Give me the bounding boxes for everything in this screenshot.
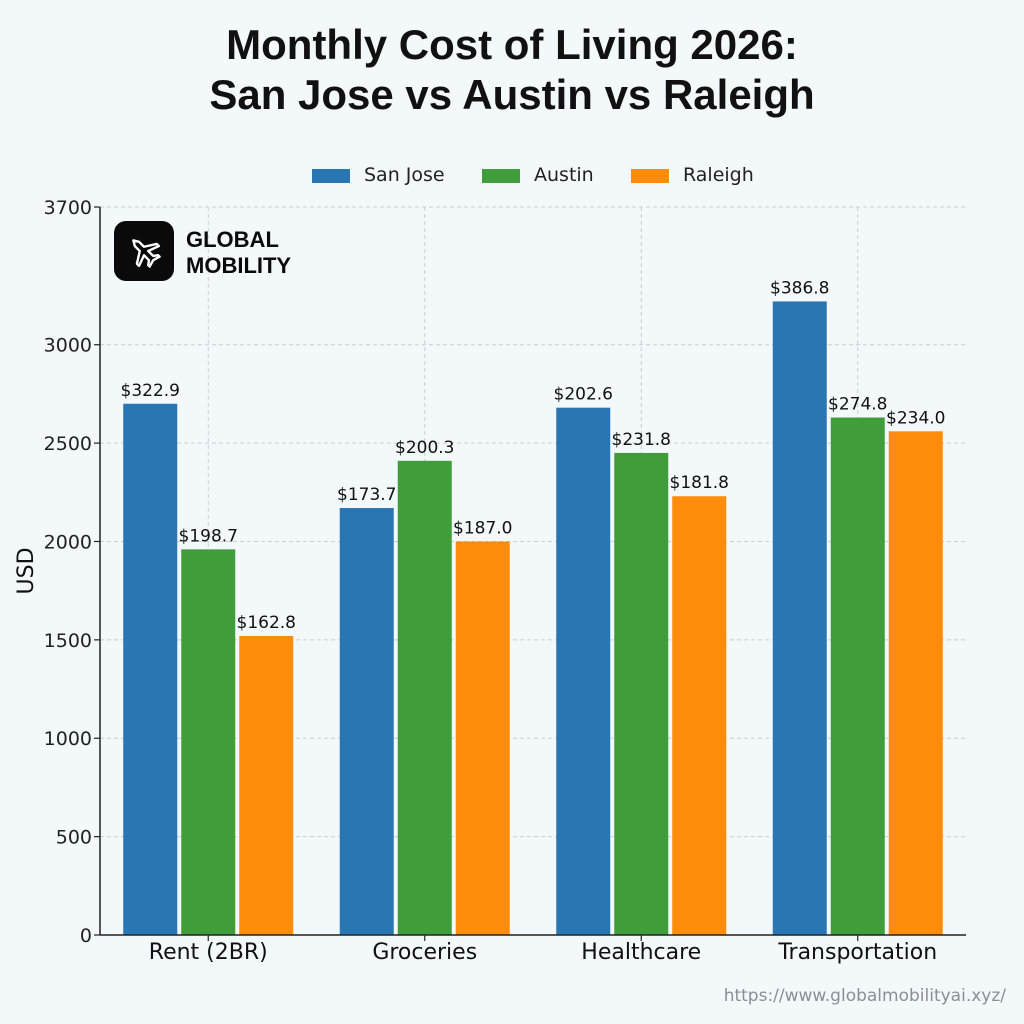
bar — [181, 549, 236, 935]
y-tick-label: 3700 — [44, 197, 92, 219]
bar-value-label: $200.3 — [395, 438, 454, 458]
bar-value-label: $234.0 — [886, 408, 945, 428]
bar-value-label: $274.8 — [828, 395, 887, 415]
x-tick-label: Healthcare — [581, 940, 701, 965]
chart-title-line-1: Monthly Cost of Living 2026: — [226, 21, 798, 68]
x-tick-label: Transportation — [777, 940, 937, 965]
y-tick-label: 1500 — [44, 630, 92, 652]
bar-value-label: $181.8 — [670, 473, 729, 493]
legend-swatch-san-jose — [312, 169, 350, 183]
y-tick-label: 2000 — [44, 531, 92, 553]
bar — [455, 541, 510, 935]
bar — [556, 407, 611, 935]
legend-label-raleigh: Raleigh — [683, 164, 754, 186]
bar — [239, 635, 294, 935]
bar — [123, 403, 178, 936]
bar-value-label: $386.8 — [770, 278, 829, 298]
y-tick-label: 500 — [56, 827, 92, 849]
y-axis-label: USD — [14, 547, 39, 594]
bar — [672, 496, 727, 935]
legend: San Jose Austin Raleigh — [0, 162, 1024, 190]
logo-text: GLOBAL MOBILITY — [186, 227, 291, 279]
logo-text-line-1: GLOBAL — [186, 227, 279, 252]
logo-badge — [114, 221, 174, 281]
y-tick-label: 1000 — [44, 728, 92, 750]
legend-swatch-austin — [482, 169, 520, 183]
bar — [830, 417, 885, 935]
bar-value-label: $202.6 — [554, 385, 613, 405]
bar — [772, 301, 827, 935]
bar — [614, 452, 669, 935]
bar-value-label: $173.7 — [337, 485, 396, 505]
y-tick-label: 3000 — [44, 335, 92, 357]
bar-value-label: $322.9 — [121, 381, 180, 401]
legend-label-san-jose: San Jose — [364, 164, 445, 186]
legend-label-austin: Austin — [534, 164, 594, 186]
x-tick-label: Groceries — [372, 940, 477, 965]
y-tick-label: 2500 — [44, 433, 92, 455]
chart-title: Monthly Cost of Living 2026: San Jose vs… — [0, 20, 1024, 120]
bar-value-label: $231.8 — [612, 430, 671, 450]
legend-swatch-raleigh — [631, 169, 669, 183]
footer-url: https://www.globalmobilityai.xyz/ — [723, 986, 1006, 1006]
bar — [397, 460, 452, 935]
bar-value-label: $187.0 — [453, 518, 512, 538]
airplane-icon — [132, 239, 161, 268]
y-tick-label: 0 — [80, 925, 92, 947]
bar — [888, 431, 943, 935]
bar-value-label: $198.7 — [179, 526, 238, 546]
bar — [339, 508, 394, 935]
chart-title-line-2: San Jose vs Austin vs Raleigh — [209, 71, 815, 118]
x-tick-label: Rent (2BR) — [149, 940, 268, 965]
bar-value-label: $162.8 — [237, 613, 296, 633]
logo-text-line-2: MOBILITY — [186, 253, 292, 278]
